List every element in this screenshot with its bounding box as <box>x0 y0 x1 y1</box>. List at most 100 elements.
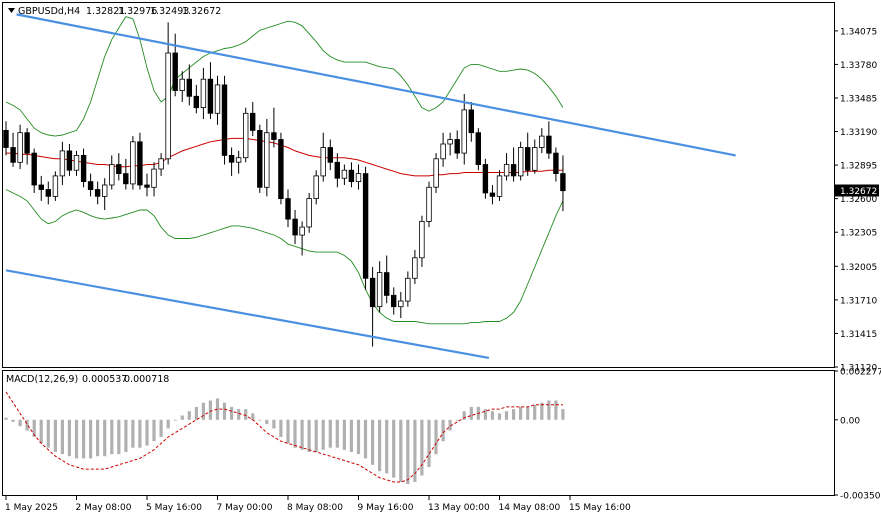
macd-histogram-bar <box>152 419 156 442</box>
bull-candle <box>320 147 326 177</box>
macd-histogram-bar <box>307 419 311 452</box>
macd-histogram-bar <box>314 419 318 452</box>
bull-candle <box>419 220 425 259</box>
bull-candle <box>398 300 404 308</box>
open-value: 1.32821 <box>86 6 125 17</box>
macd-histogram-bar <box>173 419 177 421</box>
macd-histogram-bar <box>328 419 332 448</box>
price-tick-label: 1.31415 <box>840 330 877 340</box>
dropdown-triangle-icon[interactable] <box>8 8 15 13</box>
bear-candle <box>66 150 73 171</box>
time-tick-label: 8 May 08:00 <box>287 503 343 513</box>
macd-histogram-bar <box>187 411 191 420</box>
macd-histogram-bar <box>427 419 431 467</box>
macd-histogram-bar <box>230 406 234 420</box>
macd-histogram-bar <box>420 419 424 476</box>
macd-histogram-bar <box>258 419 262 421</box>
price-tick-label: 1.32895 <box>840 162 877 172</box>
macd-histogram-bar <box>4 417 8 420</box>
current-price-label: 1.32672 <box>840 187 877 197</box>
bear-candle <box>362 173 369 279</box>
indicator-layer <box>5 16 564 325</box>
bear-candle <box>87 181 94 191</box>
macd-histogram-bar <box>194 406 198 420</box>
macd-histogram-bar <box>378 419 382 472</box>
macd-histogram-bar <box>145 419 149 446</box>
bear-candle <box>510 164 517 177</box>
bull-candle <box>214 84 221 114</box>
bull-candle <box>313 175 319 199</box>
axis-layer: 1.34075 1.33780 1.33485 1.33190 1.32895 1.326… <box>5 27 881 513</box>
macd-histogram-bar <box>371 419 375 465</box>
bear-candle <box>489 192 496 197</box>
macd-histogram-bar <box>561 409 565 420</box>
bull-candle <box>299 226 305 236</box>
macd-histogram-bar <box>300 419 304 450</box>
price-tick-label: 1.34075 <box>840 27 877 37</box>
bull-candle <box>130 141 136 185</box>
bull-candle <box>179 78 185 91</box>
moving-average-line <box>6 137 563 177</box>
bear-candle <box>80 154 87 182</box>
current-price-tag <box>835 184 879 197</box>
bull-candle <box>306 198 312 228</box>
bull-candle <box>461 109 467 154</box>
macd-histogram-bar <box>490 411 494 420</box>
macd-histogram-bar <box>138 419 142 448</box>
macd-histogram-bar <box>349 419 353 452</box>
bear-candle <box>285 198 291 220</box>
macd-histogram-bar <box>265 419 269 425</box>
bear-candle <box>193 95 199 109</box>
macd-histogram-bar <box>406 419 410 485</box>
macd-histogram-bar <box>117 419 121 455</box>
macd-histogram-bar <box>533 404 537 420</box>
bull-candle <box>518 147 524 177</box>
time-tick-label: 13 May 00:00 <box>428 503 490 513</box>
bear-candle <box>221 84 228 156</box>
bear-candle <box>560 173 566 192</box>
macd-histogram-bar <box>363 419 368 459</box>
macd-histogram-bar <box>519 406 523 420</box>
bear-candle <box>482 164 489 194</box>
macd-histogram-bar <box>124 419 128 452</box>
bear-candle <box>38 184 44 190</box>
macd-histogram-bar <box>293 419 297 448</box>
channel-upper-line <box>16 13 736 157</box>
macd-histogram-bar <box>399 419 403 482</box>
symbol-label: GBPUSDd,H4 <box>18 6 80 17</box>
bull-candle <box>341 169 348 179</box>
bull-candle <box>355 173 362 183</box>
channel-lines-layer[interactable] <box>5 13 736 359</box>
macd-histogram-bar <box>547 400 551 420</box>
bull-candle <box>405 277 411 302</box>
macd-histogram-bar <box>131 419 135 448</box>
macd-histogram-bar <box>554 400 558 420</box>
macd-histogram-bar <box>469 406 473 420</box>
macd-histogram-bar <box>434 419 438 455</box>
macd-histogram-bar <box>201 402 205 420</box>
macd-histogram-bar <box>335 419 339 448</box>
macd-histogram-bar <box>321 419 325 450</box>
time-tick-label: 5 May 16:00 <box>146 503 202 513</box>
macd-histogram-bar <box>385 419 389 474</box>
price-tick-label: 1.32600 <box>840 195 877 205</box>
bear-candle <box>546 135 552 154</box>
bear-candle <box>228 154 235 163</box>
macd-main-value: 0.000537 <box>82 374 127 385</box>
macd-histogram-bar <box>279 419 283 437</box>
bear-candle <box>292 218 298 236</box>
bear-candle <box>390 294 397 308</box>
bear-candle <box>257 129 263 188</box>
bull-candle <box>235 157 242 163</box>
macd-histogram-bar <box>392 419 396 478</box>
bear-candle <box>31 152 37 186</box>
bull-candle <box>52 175 59 197</box>
macd-histogram-bar <box>32 419 36 437</box>
macd-histogram-bar <box>272 419 276 429</box>
macd-histogram-bar <box>25 419 29 431</box>
macd-histogram-bar <box>166 419 170 429</box>
macd-histogram-bar <box>512 409 516 420</box>
bear-candle <box>369 277 376 308</box>
macd-histogram-bar <box>67 419 71 457</box>
